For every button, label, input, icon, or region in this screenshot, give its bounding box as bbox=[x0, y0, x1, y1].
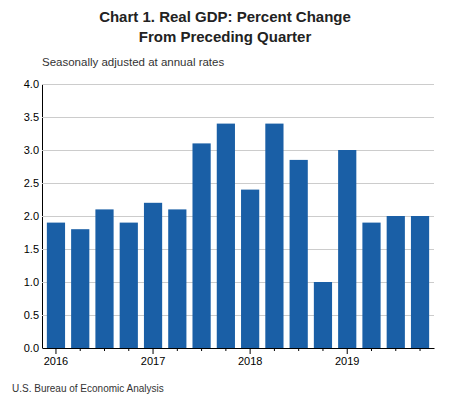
x-tick bbox=[225, 348, 226, 351]
title: Chart 1. Real GDP: Percent Change bbox=[99, 8, 351, 25]
x-tick-line bbox=[153, 348, 154, 354]
y-tick-label: 4.0 bbox=[24, 78, 39, 90]
y-tick-label: 2.5 bbox=[24, 177, 39, 189]
y-tick-label: 0.5 bbox=[24, 309, 39, 321]
x-tick-line bbox=[395, 348, 396, 351]
bar bbox=[290, 160, 308, 348]
x-tick bbox=[274, 348, 275, 351]
x-tick-line bbox=[80, 348, 81, 351]
x-tick bbox=[420, 348, 421, 351]
x-tick bbox=[298, 348, 299, 351]
x-tick-line bbox=[347, 348, 348, 354]
bar bbox=[144, 203, 162, 348]
bar bbox=[71, 229, 89, 348]
bar bbox=[120, 223, 138, 348]
x-axis: 2016 2017 2018 2019 bbox=[43, 348, 435, 367]
x-tick: 2017 bbox=[141, 348, 165, 367]
x-tick bbox=[371, 348, 372, 351]
x-tick-line bbox=[371, 348, 372, 351]
x-tick-label: 2016 bbox=[44, 355, 68, 367]
x-tick-line bbox=[225, 348, 226, 351]
y-tick-label: 0.0 bbox=[24, 342, 39, 354]
grid-line bbox=[42, 84, 434, 85]
grid-line bbox=[42, 150, 434, 151]
bar bbox=[192, 143, 210, 348]
y-tick: 4.0 bbox=[24, 78, 434, 90]
chart: Chart 1. Real GDP: Percent Change From Pr… bbox=[0, 0, 450, 400]
x-tick bbox=[104, 348, 105, 351]
x-tick: 2016 bbox=[44, 348, 68, 367]
bar bbox=[265, 124, 283, 348]
x-tick-label: 2018 bbox=[238, 355, 262, 367]
grid-line bbox=[42, 117, 434, 118]
grid-line bbox=[42, 348, 434, 349]
x-tick-line bbox=[322, 348, 323, 351]
bar bbox=[338, 150, 356, 348]
plot: 0.00.51.01.52.02.53.03.54.02016201720182… bbox=[24, 78, 435, 367]
x-tick-line bbox=[274, 348, 275, 351]
bar bbox=[387, 216, 405, 348]
footnote: U.S. Bureau of Economic Analysis bbox=[12, 383, 164, 394]
bar bbox=[314, 282, 332, 348]
x-tick bbox=[201, 348, 202, 351]
x-tick bbox=[177, 348, 178, 351]
x-tick-line bbox=[420, 348, 421, 351]
bar bbox=[411, 216, 429, 348]
x-tick-line bbox=[298, 348, 299, 351]
title: From Preceding Quarter bbox=[139, 28, 312, 45]
y-tick-label: 1.0 bbox=[24, 276, 39, 288]
bar bbox=[47, 223, 65, 348]
bar bbox=[217, 124, 235, 348]
x-tick bbox=[80, 348, 81, 351]
x-tick-line bbox=[177, 348, 178, 351]
bar bbox=[168, 209, 186, 348]
bars bbox=[47, 124, 429, 348]
x-tick bbox=[322, 348, 323, 351]
x-tick-label: 2017 bbox=[141, 355, 165, 367]
bar bbox=[362, 223, 380, 348]
x-tick bbox=[128, 348, 129, 351]
x-tick-line bbox=[104, 348, 105, 351]
y-tick-label: 2.0 bbox=[24, 210, 39, 222]
x-tick bbox=[395, 348, 396, 351]
y-tick-label: 3.5 bbox=[24, 111, 39, 123]
x-tick: 2018 bbox=[238, 348, 262, 367]
y-axis: 0.0 0.5 1.0 1.5 2.0 2.5 3.0 3.5 4.0 bbox=[24, 78, 434, 354]
x-tick-line bbox=[201, 348, 202, 351]
x-tick-label: 2019 bbox=[335, 355, 359, 367]
x-tick: 2019 bbox=[335, 348, 359, 367]
x-axis-line bbox=[43, 348, 435, 349]
x-tick-line bbox=[128, 348, 129, 351]
y-tick: 3.5 bbox=[24, 111, 434, 123]
bar bbox=[241, 190, 259, 348]
bar bbox=[95, 209, 113, 348]
x-tick-line bbox=[55, 348, 56, 354]
grid-line bbox=[42, 183, 434, 184]
subtitle: Seasonally adjusted at annual rates bbox=[42, 56, 224, 68]
y-tick-label: 1.5 bbox=[24, 243, 39, 255]
x-tick-line bbox=[250, 348, 251, 354]
y-tick-label: 3.0 bbox=[24, 144, 39, 156]
